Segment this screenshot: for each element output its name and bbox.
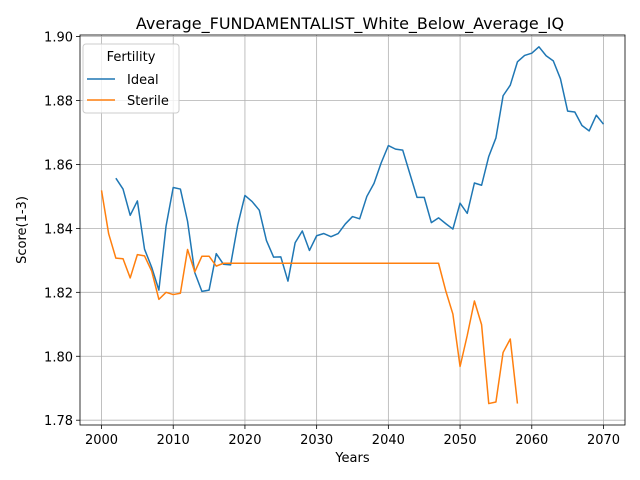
series-lines: [100, 46, 605, 405]
y-axis: 1.78 1.80 1.82 1.84 1.86 1.88 1.90: [44, 31, 80, 429]
legend-label-ideal: Ideal: [127, 73, 159, 88]
x-axis: 2000 2010 2020 2030 2040 2050 2060 2070: [85, 425, 620, 448]
y-tick-label: 1.80: [44, 350, 73, 365]
y-tick-label: 1.82: [44, 286, 73, 301]
x-tick-label: 2030: [300, 433, 333, 448]
chart-title: Average_FUNDAMENTALIST_White_Below_Avera…: [136, 14, 564, 34]
legend: Fertility Ideal Sterile: [82, 43, 180, 114]
y-tick-label: 1.84: [44, 222, 73, 237]
y-tick-label: 1.86: [44, 158, 73, 173]
plot-frame: [79, 34, 626, 426]
legend-box: [82, 43, 180, 114]
legend-title: Fertility: [107, 50, 156, 65]
x-tick-label: 2070: [587, 433, 620, 448]
grid: [80, 35, 625, 425]
x-tick-label: 2060: [515, 433, 548, 448]
x-axis-label: Years: [334, 451, 370, 466]
x-tick-label: 2020: [228, 433, 261, 448]
x-tick-label: 2040: [372, 433, 405, 448]
legend-label-sterile: Sterile: [127, 94, 169, 109]
x-tick-label: 2050: [444, 433, 477, 448]
y-tick-label: 1.90: [44, 31, 73, 46]
series-line-ideal: [115, 46, 605, 293]
x-tick-label: 2000: [85, 433, 118, 448]
x-tick-label: 2010: [157, 433, 190, 448]
y-tick-label: 1.88: [44, 95, 73, 110]
series-line-sterile: [100, 190, 519, 405]
y-tick-label: 1.78: [44, 414, 73, 429]
y-axis-label: Score(1-3): [15, 196, 30, 264]
